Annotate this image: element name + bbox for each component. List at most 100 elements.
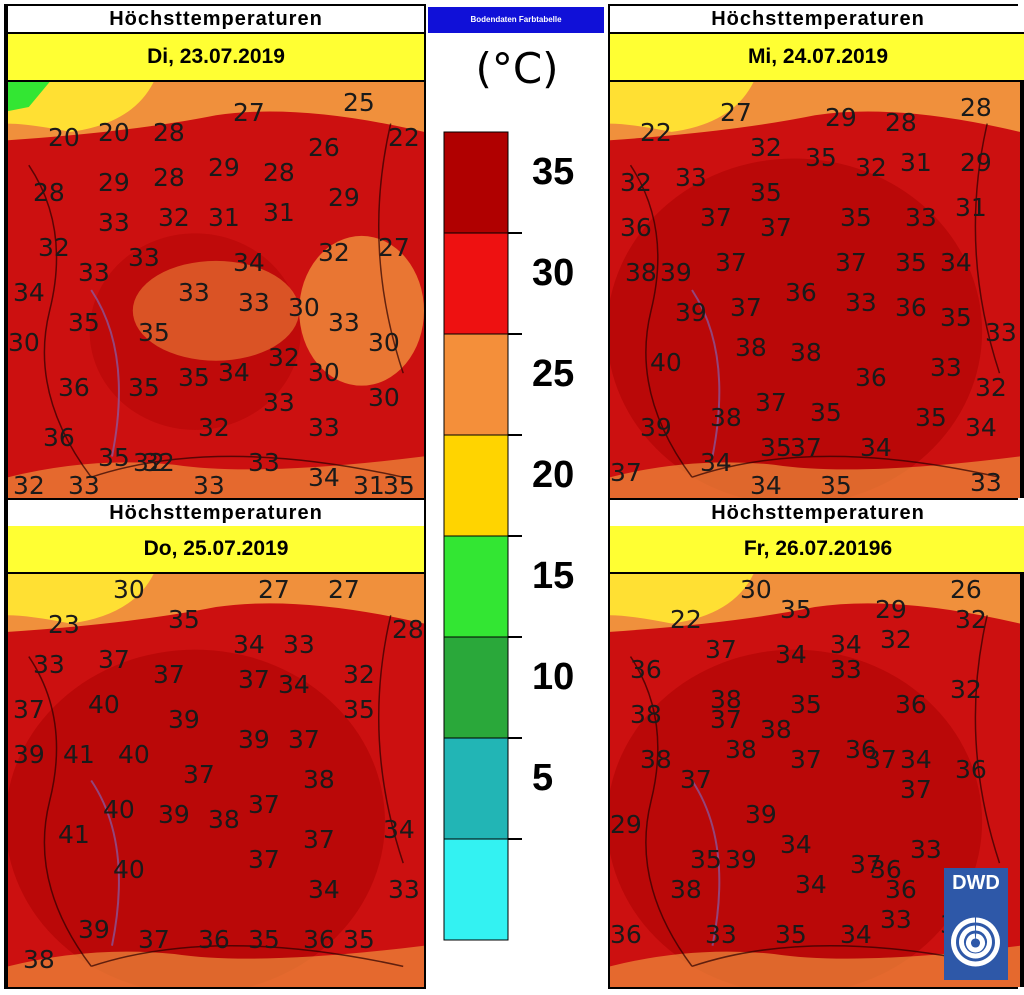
legend-band [443,434,509,537]
temperature-label: 30 [740,575,772,604]
temperature-label: 29 [208,153,240,182]
temperature-label: 32 [343,660,375,689]
temperature-label: 33 [263,388,295,417]
temperature-label: 38 [710,685,742,714]
temperature-label: 37 [303,825,335,854]
temperature-label: 31 [208,203,240,232]
temperature-label: 27 [233,98,265,127]
dwd-logo: DWD [944,868,1008,980]
temperature-label: 32 [133,448,165,477]
temperature-label: 36 [630,655,662,684]
temperature-label: 32 [198,413,230,442]
temperature-label: 33 [33,650,65,679]
legend-band [443,838,509,941]
temperature-label: 35 [343,925,375,954]
river [90,289,120,457]
temperature-label: 41 [58,820,90,849]
temperature-label: 32 [855,153,887,182]
temperature-label: 28 [392,615,424,644]
temperature-label: 40 [118,740,150,769]
temperature-label: 35 [940,303,972,332]
panel-date: Fr, 26.07.20196 [610,526,1024,574]
mild-area [8,82,154,132]
temperature-label: 33 [930,353,962,382]
temperature-label: 27 [378,233,410,262]
temperature-label: 37 [760,213,792,242]
temperature-label: 38 [640,745,672,774]
map-panel-2: Höchsttemperaturen Mi, 24.07.2019 22 27 29… [610,6,1024,498]
legend-unit: (°C) [475,44,559,93]
temperature-label: 37 [865,745,897,774]
country-border [629,123,1001,478]
temperature-label: 37 [13,695,45,724]
temperature-label: 39 [745,800,777,829]
temperature-label: 39 [725,845,757,874]
temperature-label: 35 [178,363,210,392]
temperature-label: 34 [780,830,812,859]
temperature-label: 36 [955,755,987,784]
temperature-label: 34 [233,630,265,659]
warm-area [8,945,424,987]
warm-area [610,456,1020,498]
temperature-label: 31 [900,148,932,177]
legend-tick-label: 35 [532,151,575,193]
map-panel-3: Höchsttemperaturen Do, 25.07.2019 30 27 27… [8,500,424,987]
temperature-label: 33 [78,258,110,287]
temperature-label: 37 [730,293,762,322]
temperature-label: 32 [38,233,70,262]
dwd-logo-text: DWD [952,872,1000,894]
temperature-label: 37 [98,645,130,674]
legend-colorbar [443,131,522,941]
temperature-label: 35 [760,433,792,462]
temperature-label: 37 [755,388,787,417]
legend-tick-label: 20 [532,454,575,496]
temperature-label: 34 [278,670,310,699]
temperature-label: 31 [263,198,295,227]
legend-tick-label: 5 [532,757,554,799]
temperature-label: 35 [790,690,822,719]
temperature-label: 34 [840,920,872,949]
temperature-label: 31 [353,471,385,498]
legend-band [443,333,509,436]
legend-band [443,232,509,335]
temperature-label: 20 [48,123,80,152]
temperature-label: 37 [710,705,742,734]
temperature-label: 36 [895,293,927,322]
temperature-label: 38 [625,258,657,287]
temperature-label: 35 [805,143,837,172]
legend-band [443,535,509,638]
country-border [28,615,404,968]
panel-date: Do, 25.07.2019 [8,526,424,574]
temperature-label: 31 [955,193,987,222]
temperature-label: 37 [183,760,215,789]
temperature-label: 35 [168,605,200,634]
temperature-label: 35 [810,398,842,427]
temperature-label: 34 [830,630,862,659]
warm-area [132,260,300,361]
temperature-label: 37 [138,925,170,954]
temperature-label: 32 [318,238,350,267]
temperature-label: 39 [675,298,707,327]
temperature-label: 36 [620,213,652,242]
swirl-icon [951,917,1000,967]
temperature-label: 36 [785,278,817,307]
panel-date: Mi, 24.07.2019 [610,34,1024,82]
temperature-label: 38 [23,945,55,974]
temperature-label: 37 [153,660,185,689]
legend-tick-label: 15 [532,555,575,597]
temperature-label: 30 [368,328,400,357]
temperature-label: 35 [343,695,375,724]
temperature-label: 33 [128,243,160,272]
temperature-label: 28 [153,118,185,147]
temperature-label: 32 [955,605,987,634]
temperature-label: 33 [238,288,270,317]
legend-tick-label: 30 [532,252,575,294]
temperature-label: 30 [113,575,145,604]
temperature-label: 40 [113,855,145,884]
temperature-label: 35 [750,178,782,207]
temperature-label: 32 [750,133,782,162]
temperature-label: 34 [233,248,265,277]
temperature-label: 33 [98,208,130,237]
